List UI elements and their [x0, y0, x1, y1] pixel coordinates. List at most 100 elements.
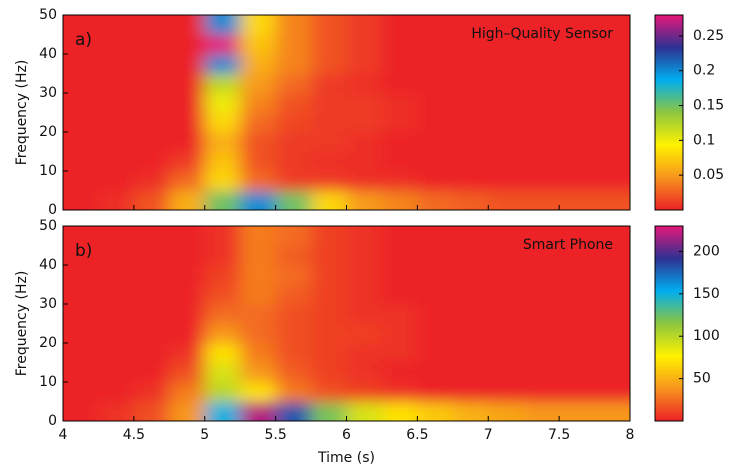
cell — [169, 15, 206, 35]
cell — [594, 401, 630, 421]
cell — [381, 245, 418, 266]
y-tick-label: 50 — [39, 218, 57, 234]
cell — [311, 226, 347, 246]
cell — [417, 226, 454, 246]
cell — [204, 93, 241, 113]
cell — [559, 93, 596, 113]
colorbar-tick-label: 0.1 — [693, 132, 715, 148]
cell — [169, 362, 206, 383]
cell — [559, 304, 596, 324]
cell — [346, 132, 383, 152]
cell — [98, 245, 135, 266]
cell — [523, 362, 560, 383]
cell — [381, 171, 418, 191]
cell — [346, 265, 383, 285]
cell — [133, 15, 170, 35]
cell — [417, 284, 454, 305]
cell — [452, 34, 489, 55]
cell — [452, 362, 489, 383]
heatmap — [63, 226, 630, 421]
cell — [169, 226, 206, 246]
cell — [488, 343, 525, 363]
cell — [381, 93, 418, 113]
cell — [381, 190, 418, 210]
cell — [346, 151, 383, 172]
x-tick-label: 4.5 — [123, 427, 145, 443]
cell — [452, 284, 489, 305]
cell — [204, 190, 241, 210]
cell — [594, 151, 630, 172]
colorbar-tick-label: 0.15 — [693, 98, 724, 114]
cell — [133, 190, 170, 210]
cell — [63, 401, 99, 421]
cell — [594, 304, 630, 324]
cell — [594, 284, 630, 305]
cell — [381, 323, 418, 344]
cell — [417, 132, 454, 152]
cell — [169, 93, 206, 113]
cell — [204, 304, 241, 324]
cell — [311, 171, 347, 191]
cell — [204, 15, 241, 35]
cell — [98, 171, 135, 191]
cell — [594, 132, 630, 152]
cell — [488, 323, 525, 344]
cell — [133, 382, 170, 402]
cell — [488, 226, 525, 246]
cell — [523, 401, 560, 421]
cell — [169, 112, 206, 133]
cell — [204, 245, 241, 266]
panel-label: a) — [75, 30, 92, 50]
cell — [63, 226, 99, 246]
cell — [63, 284, 99, 305]
cell — [559, 323, 596, 344]
cell — [559, 190, 596, 210]
cell — [133, 171, 170, 191]
cell — [63, 73, 99, 94]
cell — [133, 265, 170, 285]
cell — [381, 343, 418, 363]
cell — [275, 323, 312, 344]
cell — [240, 132, 277, 152]
cell — [204, 73, 241, 94]
cell — [488, 265, 525, 285]
annotation: High–Quality Sensor — [471, 26, 613, 42]
cell — [559, 284, 596, 305]
cell — [523, 34, 560, 55]
cell — [523, 132, 560, 152]
cell — [523, 151, 560, 172]
cell — [381, 73, 418, 94]
cell — [169, 401, 206, 421]
cell — [559, 54, 596, 74]
cell — [381, 265, 418, 285]
x-tick-label: 7 — [484, 427, 493, 443]
cell — [63, 112, 99, 133]
cell — [275, 245, 312, 266]
cell — [452, 343, 489, 363]
cell — [240, 226, 277, 246]
cell — [452, 73, 489, 94]
cell — [133, 362, 170, 383]
cell — [98, 265, 135, 285]
cell — [417, 245, 454, 266]
cell — [488, 245, 525, 266]
cell — [381, 304, 418, 324]
cell — [169, 54, 206, 74]
cell — [559, 112, 596, 133]
cell — [133, 343, 170, 363]
cell — [452, 323, 489, 344]
cell — [559, 73, 596, 94]
cell — [488, 132, 525, 152]
cell — [381, 226, 418, 246]
y-tick-label: 20 — [39, 335, 57, 351]
cell — [346, 93, 383, 113]
cell — [240, 34, 277, 55]
cell — [204, 226, 241, 246]
cell — [488, 382, 525, 402]
cell — [275, 132, 312, 152]
colorbar-tick-label: 150 — [693, 286, 720, 302]
cell — [204, 151, 241, 172]
cell — [240, 54, 277, 74]
cell — [98, 34, 135, 55]
colorbar-tick-label: 50 — [693, 371, 711, 387]
